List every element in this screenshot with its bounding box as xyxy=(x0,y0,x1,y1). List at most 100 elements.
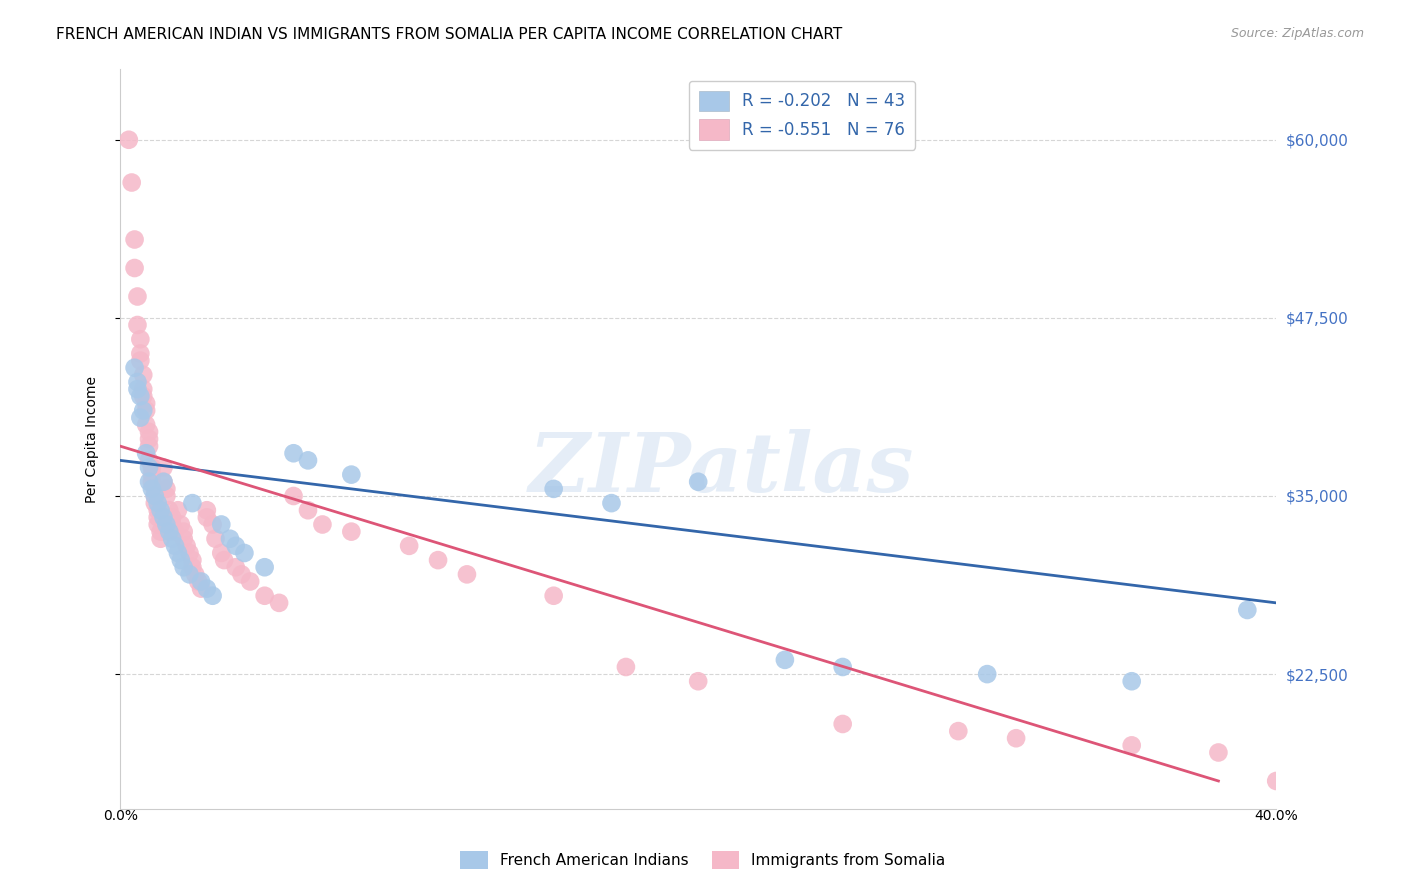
Point xyxy=(152,475,174,489)
Point xyxy=(129,353,152,368)
Point xyxy=(233,546,256,560)
Point xyxy=(831,717,853,731)
Point xyxy=(283,489,305,503)
Point xyxy=(152,510,174,524)
Point xyxy=(195,510,218,524)
Point xyxy=(155,489,177,503)
Point xyxy=(141,482,163,496)
Point xyxy=(146,517,169,532)
Point xyxy=(143,496,166,510)
Point xyxy=(195,582,218,596)
Point xyxy=(132,389,155,403)
Point xyxy=(127,289,149,303)
Point xyxy=(179,546,201,560)
Point xyxy=(129,332,152,346)
Point xyxy=(187,574,209,589)
Point xyxy=(135,446,157,460)
Point xyxy=(129,410,152,425)
Point xyxy=(311,517,333,532)
Point xyxy=(190,582,212,596)
Point xyxy=(127,318,149,332)
Point xyxy=(138,439,160,453)
Text: ZIPatlas: ZIPatlas xyxy=(529,429,914,508)
Point xyxy=(195,503,218,517)
Point xyxy=(209,517,232,532)
Y-axis label: Per Capita Income: Per Capita Income xyxy=(86,376,100,502)
Point xyxy=(160,510,183,524)
Point xyxy=(297,503,319,517)
Point xyxy=(176,539,198,553)
Point xyxy=(253,589,276,603)
Point xyxy=(1236,603,1258,617)
Point xyxy=(269,596,291,610)
Point xyxy=(688,475,710,489)
Point xyxy=(138,425,160,439)
Point xyxy=(614,660,637,674)
Point xyxy=(141,475,163,489)
Point xyxy=(209,546,232,560)
Point xyxy=(1265,774,1288,789)
Point xyxy=(231,567,253,582)
Point xyxy=(165,539,187,553)
Point xyxy=(976,667,998,681)
Legend: French American Indians, Immigrants from Somalia: French American Indians, Immigrants from… xyxy=(454,845,952,875)
Point xyxy=(948,724,970,739)
Point xyxy=(152,460,174,475)
Point xyxy=(1005,731,1028,746)
Point xyxy=(219,532,242,546)
Point xyxy=(155,482,177,496)
Point xyxy=(170,553,193,567)
Point xyxy=(143,489,166,503)
Point xyxy=(173,560,195,574)
Point xyxy=(143,489,166,503)
Point xyxy=(543,482,565,496)
Point xyxy=(135,417,157,432)
Point xyxy=(155,517,177,532)
Point xyxy=(170,517,193,532)
Point xyxy=(149,532,172,546)
Point xyxy=(773,653,796,667)
Point xyxy=(141,467,163,482)
Point xyxy=(225,539,247,553)
Point xyxy=(160,532,183,546)
Point xyxy=(149,503,172,517)
Point xyxy=(132,403,155,417)
Point xyxy=(253,560,276,574)
Point xyxy=(297,453,319,467)
Point xyxy=(225,560,247,574)
Point xyxy=(127,375,149,389)
Point xyxy=(146,503,169,517)
Point xyxy=(184,567,207,582)
Point xyxy=(1208,746,1230,760)
Point xyxy=(283,446,305,460)
Point xyxy=(135,396,157,410)
Point xyxy=(600,496,623,510)
Point xyxy=(127,382,149,396)
Point xyxy=(181,496,204,510)
Point xyxy=(160,517,183,532)
Text: 40.0%: 40.0% xyxy=(1254,809,1298,823)
Point xyxy=(543,589,565,603)
Point xyxy=(181,553,204,567)
Point xyxy=(138,460,160,475)
Point xyxy=(149,524,172,539)
Text: Source: ZipAtlas.com: Source: ZipAtlas.com xyxy=(1230,27,1364,40)
Point xyxy=(167,503,190,517)
Point xyxy=(831,660,853,674)
Point xyxy=(190,574,212,589)
Point xyxy=(157,503,180,517)
Point xyxy=(173,532,195,546)
Point xyxy=(201,517,224,532)
Point xyxy=(1121,739,1143,753)
Point xyxy=(201,589,224,603)
Point xyxy=(179,567,201,582)
Point xyxy=(165,524,187,539)
Point xyxy=(135,403,157,417)
Point xyxy=(124,360,146,375)
Point xyxy=(124,260,146,275)
Point xyxy=(146,496,169,510)
Point xyxy=(129,389,152,403)
Point xyxy=(152,475,174,489)
Point xyxy=(204,532,226,546)
Point xyxy=(157,524,180,539)
